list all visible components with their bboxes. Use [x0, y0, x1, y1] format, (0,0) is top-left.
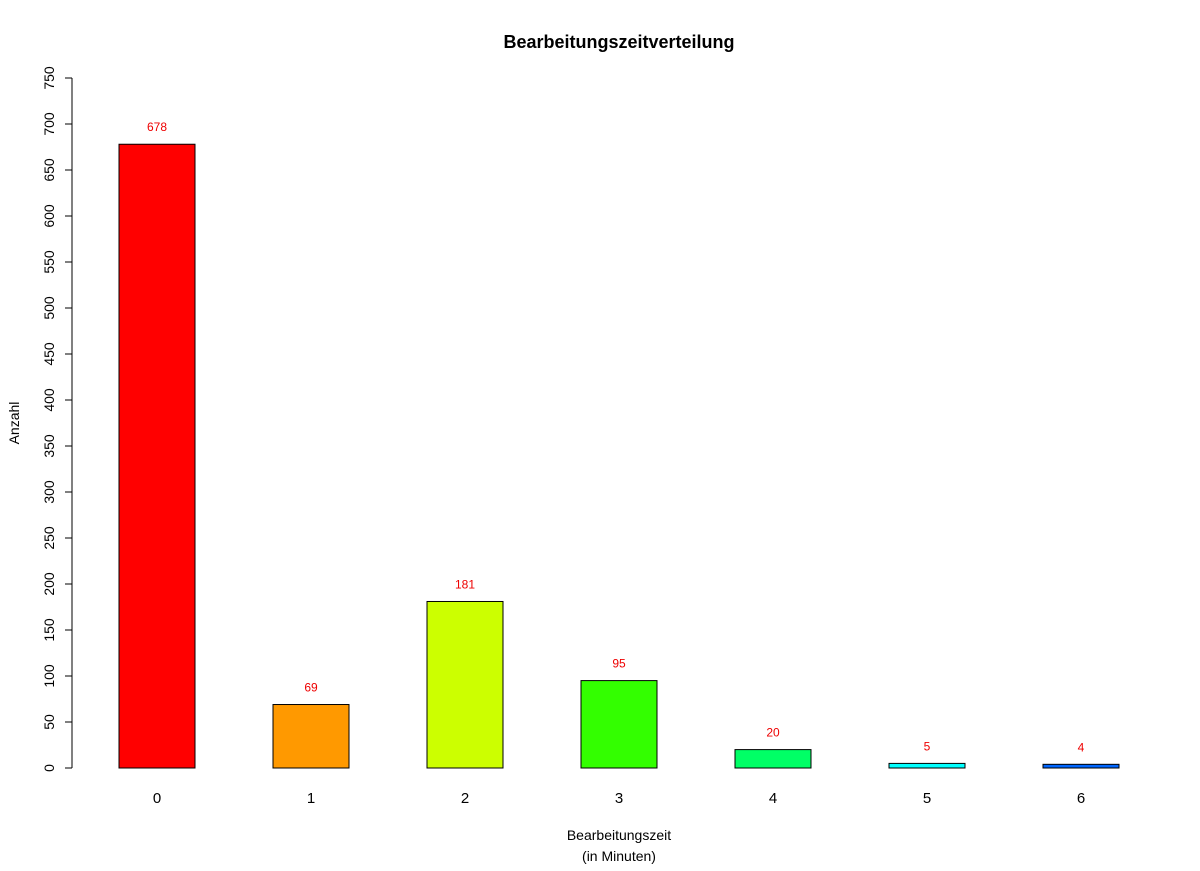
- data-label: 69: [304, 681, 318, 695]
- data-label: 95: [612, 657, 626, 671]
- y-tick-label: 450: [41, 342, 57, 366]
- category-label-group: 0 1 2 3 4 5 6: [153, 790, 1085, 807]
- data-label: 20: [766, 726, 780, 740]
- y-tick-label: 700: [41, 112, 57, 136]
- x-tick-label: 3: [615, 790, 623, 807]
- y-tick-label: 650: [41, 158, 57, 182]
- y-tick-label: 300: [41, 480, 57, 504]
- y-tick-label: 500: [41, 296, 57, 320]
- data-label: 678: [147, 120, 167, 134]
- x-tick-label: 6: [1077, 790, 1085, 807]
- y-tick-label: 600: [41, 204, 57, 228]
- x-axis-label-line1: Bearbeitungszeit: [567, 827, 671, 843]
- y-tick-label: 50: [41, 714, 57, 730]
- bar-0: [118, 143, 196, 769]
- data-label: 5: [924, 739, 931, 753]
- y-tick-label: 250: [41, 526, 57, 550]
- y-tick-label: 550: [41, 250, 57, 274]
- bar-1: [272, 704, 350, 769]
- x-tick-label: 4: [769, 790, 777, 807]
- y-axis-label: Anzahl: [6, 402, 22, 445]
- bar-6: [1042, 763, 1120, 769]
- y-tick-label: 400: [41, 388, 57, 412]
- x-tick-label: 2: [461, 790, 469, 807]
- bar-group: [118, 143, 1120, 769]
- x-tick-label: 1: [307, 790, 315, 807]
- y-tick-label: 200: [41, 572, 57, 596]
- bar-5: [888, 762, 966, 769]
- data-label: 4: [1078, 740, 1085, 754]
- data-label-group: 678 69 181 95 20 5 4: [147, 120, 1085, 754]
- y-axis: 0 50 100 150 200 250 300 350 400 450 500 550 600 650 7…: [41, 66, 73, 772]
- x-tick-label: 5: [923, 790, 931, 807]
- x-axis-label-line2: (in Minuten): [582, 848, 656, 864]
- y-tick-label: 100: [41, 664, 57, 688]
- x-tick-label: 0: [153, 790, 161, 807]
- y-tick-label: 750: [41, 66, 57, 90]
- y-tick-label: 0: [41, 764, 57, 772]
- bar-2: [426, 600, 504, 769]
- y-tick-label: 150: [41, 618, 57, 642]
- bar-3: [580, 680, 658, 769]
- data-label: 181: [455, 577, 475, 591]
- chart-title: Bearbeitungszeitverteilung: [503, 32, 734, 52]
- bar-4: [734, 749, 812, 769]
- y-tick-label: 350: [41, 434, 57, 458]
